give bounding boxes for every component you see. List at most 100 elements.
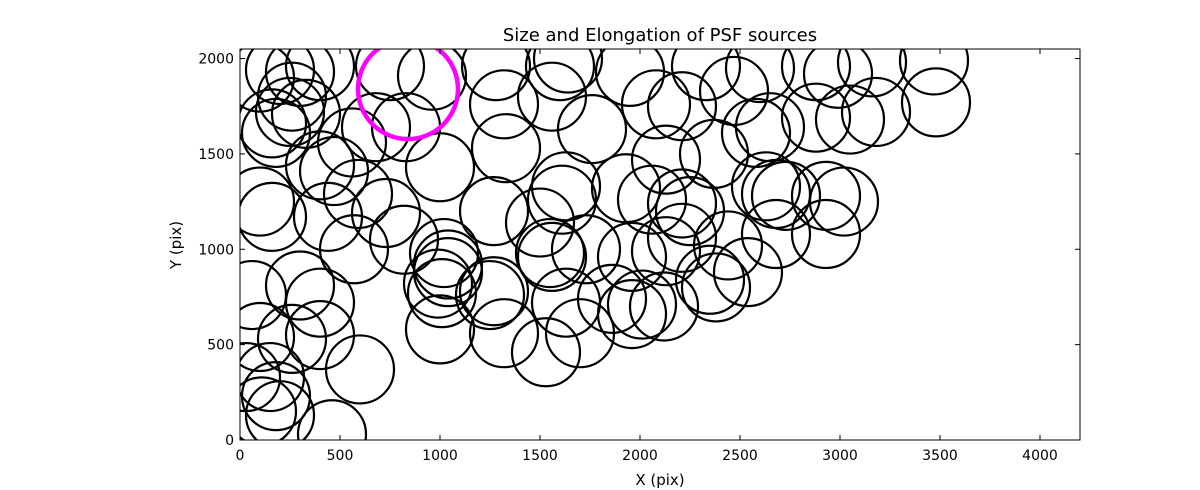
psf-source-20 <box>670 49 742 102</box>
psf-source-48 <box>318 214 390 285</box>
psf-source-24 <box>802 49 874 109</box>
x-tick-label: 3000 <box>822 448 858 464</box>
plot-frame <box>239 48 1081 441</box>
psf-source-69 <box>596 221 668 292</box>
psf-source-18 <box>620 69 692 140</box>
psf-source-78 <box>412 229 484 300</box>
psf-source-51 <box>458 176 530 247</box>
psf-source-90 <box>712 237 784 308</box>
psf-source-74 <box>458 256 530 327</box>
psf-source-61 <box>692 210 764 281</box>
psf-source-100 <box>240 361 312 432</box>
psf-source-25 <box>836 49 908 98</box>
x-tick-label: 2500 <box>722 448 758 464</box>
psf-source-85 <box>596 279 668 350</box>
psf-source-21 <box>698 55 770 127</box>
psf-source-13 <box>468 69 540 140</box>
psf-source-12 <box>460 49 532 102</box>
psf-source-42 <box>298 135 370 207</box>
x-tick-label: 4000 <box>1022 448 1058 464</box>
psf-source-36 <box>470 113 542 184</box>
chart-title: Size and Elongation of PSF sources <box>503 25 817 46</box>
y-tick-label: 500 <box>207 338 234 354</box>
psf-source-101 <box>240 376 298 440</box>
psf-source-76 <box>402 248 474 319</box>
psf-source-11 <box>396 49 468 111</box>
psf-source-95 <box>256 303 328 375</box>
psf-source-8 <box>240 88 308 159</box>
x-tick-label: 1000 <box>422 448 458 464</box>
psf-source-49 <box>368 204 440 275</box>
psf-source-60 <box>630 216 702 287</box>
psf-source-5 <box>256 61 328 132</box>
psf-source-80 <box>468 298 540 369</box>
psf-source-59 <box>646 202 718 273</box>
data-points <box>240 49 972 440</box>
highlight-layer <box>355 49 461 142</box>
psf-source-57 <box>646 168 718 239</box>
psf-source-58 <box>654 176 726 247</box>
psf-source-71 <box>514 217 586 289</box>
psf-source-81 <box>510 317 582 388</box>
psf-source-29 <box>814 84 886 155</box>
psf-source-97 <box>324 334 396 405</box>
x-axis: 0 500 1000 1500 2000 2500 3000 3500 4000 <box>236 49 1058 464</box>
psf-source-87 <box>628 271 700 342</box>
psf-source-73 <box>454 259 526 331</box>
psf-source-72 <box>516 221 588 292</box>
psf-source-6 <box>254 76 326 148</box>
psf-source-66 <box>808 166 880 237</box>
psf-source-15 <box>532 49 604 94</box>
psf-source-88 <box>674 244 746 315</box>
psf-source-102 <box>244 380 316 440</box>
psf-source-94 <box>240 301 296 373</box>
psf-source-28 <box>840 76 912 148</box>
x-tick-label: 0 <box>236 448 245 464</box>
psf-source-43 <box>322 158 394 230</box>
psf-source-52 <box>504 187 576 258</box>
psf-source-68 <box>740 198 812 270</box>
y-axis-label: Y (pix) <box>167 221 185 270</box>
x-tick-label: 2000 <box>622 448 658 464</box>
psf-source-91 <box>264 250 336 321</box>
psf-source-10 <box>354 49 426 102</box>
psf-source-31 <box>734 92 806 163</box>
psf-source-46 <box>240 181 308 252</box>
psf-source-62 <box>730 151 802 222</box>
psf-source-84 <box>576 263 648 334</box>
psf-source-92 <box>284 267 356 338</box>
psf-source-79 <box>404 294 476 365</box>
x-tick-label: 3500 <box>922 448 958 464</box>
psf-source-26 <box>898 49 970 96</box>
x-tick-label: 500 <box>327 448 354 464</box>
y-tick-label: 0 <box>225 433 234 449</box>
psf-source-50 <box>408 217 480 289</box>
psf-source-14 <box>524 49 596 102</box>
y-tick-label: 1000 <box>198 242 234 258</box>
highlight-source <box>355 49 461 142</box>
psf-source-37 <box>340 92 412 163</box>
x-axis-label: X (pix) <box>635 471 684 489</box>
psf-source-33 <box>630 124 702 195</box>
psf-source-30 <box>780 82 852 153</box>
psf-source-17 <box>594 49 666 107</box>
psf-source-22 <box>724 49 796 104</box>
psf-source-4 <box>284 49 356 102</box>
x-tick-label: 1500 <box>522 448 558 464</box>
psf-source-45 <box>240 166 296 237</box>
y-tick-label: 2000 <box>198 52 234 68</box>
psf-source-32 <box>720 97 792 169</box>
psf-source-67 <box>790 198 862 270</box>
psf-source-39 <box>404 132 476 203</box>
psf-source-64 <box>750 160 822 231</box>
psf-source-27 <box>900 67 972 138</box>
psf-source-56 <box>616 164 688 235</box>
psf-source-54 <box>526 164 598 235</box>
psf-source-103 <box>296 399 368 440</box>
psf-source-53 <box>530 151 602 222</box>
psf-source-89 <box>680 252 752 323</box>
psf-source-93 <box>240 259 288 331</box>
psf-source-86 <box>606 269 678 340</box>
psf-source-44 <box>350 177 422 249</box>
